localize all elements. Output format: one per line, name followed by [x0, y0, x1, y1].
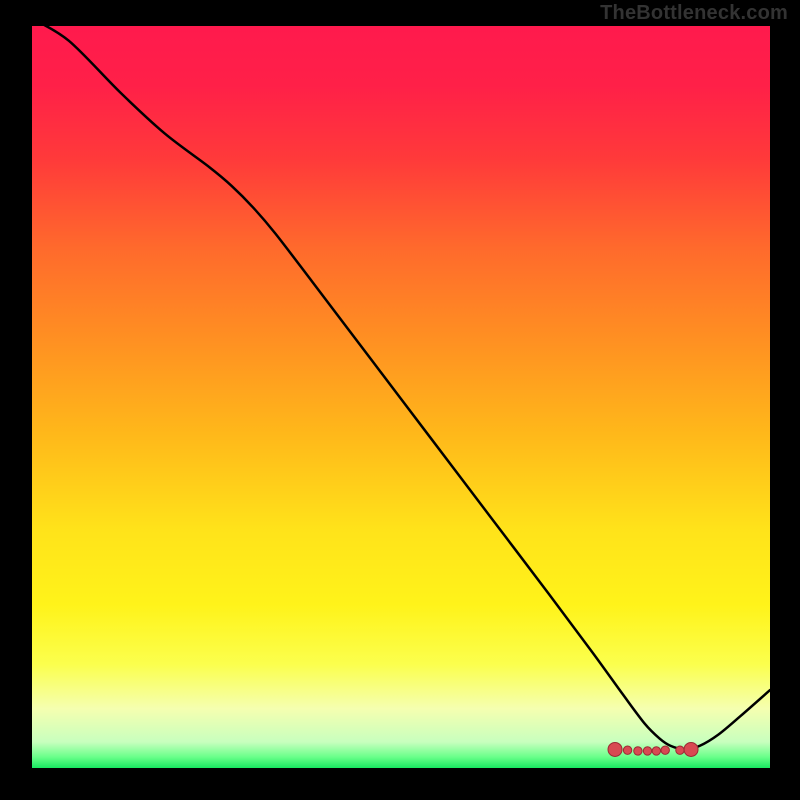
- marker-dot: [676, 746, 684, 754]
- marker-dot: [652, 747, 660, 755]
- plot-area: [32, 26, 770, 768]
- marker-dot: [661, 746, 669, 754]
- sweet-spot-markers: [32, 26, 770, 768]
- marker-dot: [608, 742, 622, 756]
- marker-dot: [643, 747, 651, 755]
- attribution-text: TheBottleneck.com: [600, 2, 788, 25]
- marker-dot: [684, 742, 698, 756]
- chart-container: TheBottleneck.com: [0, 0, 800, 800]
- marker-dot: [634, 747, 642, 755]
- marker-dot: [623, 746, 631, 754]
